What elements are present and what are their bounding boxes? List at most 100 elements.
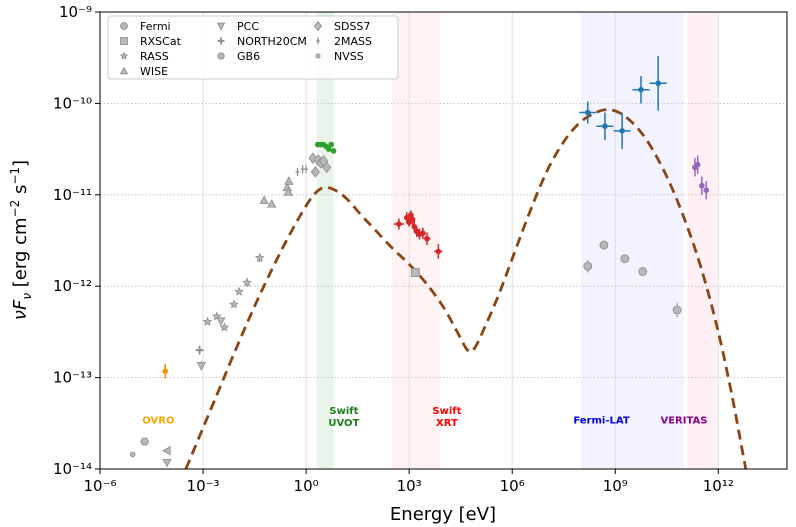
archival-point-wise-14 [259,195,269,204]
archival-point-2mass-19 [295,167,300,176]
model-curve [184,108,748,470]
plot-frame [99,11,788,470]
archival-point-fermi-33 [672,305,682,315]
legend-label-sdss7: SDSS7 [334,20,370,33]
model-line [184,108,748,470]
band-1 [391,12,441,469]
series-point-2-9 [424,235,430,242]
archival-point-pcc-10 [229,299,239,309]
y-tick-label-4: 10⁻¹⁰ [53,94,92,112]
legend-marker-sdss7 [313,20,323,32]
band-label-1-line-1: XRT [436,418,458,429]
legend-marker-2mass [316,37,320,45]
archival-point-fermi-29 [583,261,593,271]
legend-marker-pcc [216,22,226,31]
y-tick-label-3: 10⁻¹¹ [53,186,92,204]
archival-point-gb6-1 [140,437,150,446]
archival-point-pcc-3 [162,446,171,456]
archival-point-2mass-21 [304,165,309,174]
archival-points [129,152,682,468]
y-tick-label-5: 10⁻⁹ [59,3,92,21]
y-label-a: νF [10,299,31,320]
x-tick-label-6: 10¹² [703,477,734,495]
archival-point-sdss7-27 [322,161,332,174]
x-axis-ticks: 10⁻⁶ 10⁻³ 10⁰ 10³ 10⁶ 10⁹ 10¹² [83,469,734,495]
series-point-3-0 [584,109,591,116]
series-point-2-10 [435,248,442,255]
band-label-0-line-1: UVOT [328,418,359,429]
legend-marker-north20cm [217,37,225,45]
y-axis-label: νFν [erg cm−2 s−1] [8,160,34,320]
legend-marker-rass [119,51,129,60]
archival-point-pcc-9 [219,322,230,332]
legend-label-north20cm: NORTH20CM [237,35,307,48]
series-point-1-5 [328,141,334,148]
y-axis-ticks: 10⁻¹⁴ 10⁻¹³ 10⁻¹² 10⁻¹¹ 10⁻¹⁰ 10⁻⁹ [53,3,100,478]
legend-marker-fermi [120,22,128,30]
archival-point-wise-17 [283,187,293,196]
x-tick-label-4: 10⁶ [500,477,525,495]
archival-point-fermi-31 [620,254,630,264]
archival-point-fermi-32 [638,267,648,276]
y-label-d: ] [10,160,31,167]
series-point-1-6 [330,148,337,154]
series-point-4-1 [694,161,701,168]
legend-marker-gb6 [217,52,225,60]
series-point-4-3 [703,187,710,194]
series-point-2-1 [403,214,410,221]
x-axis-label: Energy [eV] [390,504,496,525]
band-0 [316,12,334,469]
series-point-3-2 [619,128,625,134]
archival-point-wise-18 [284,176,294,185]
energy-bands [316,12,719,469]
legend-label-gb6: GB6 [237,50,260,63]
legend-marker-nvss [315,53,321,59]
band-2 [580,12,684,469]
series-point-3-4 [655,80,661,87]
legend: Fermi PCC SDSS7 RXSCat NORTH20CM 2MASS RASS GB6… [107,15,399,80]
band-label-2-line-0: Fermi-LAT [573,415,629,426]
data-series [162,55,710,379]
archival-point-fermi-30 [599,240,609,250]
x-tick-label-2: 10⁰ [294,477,319,495]
series-point-2-5 [411,223,418,230]
legend-label-pcc: PCC [237,20,259,33]
y-label-sub: ν [20,293,34,300]
y-label-sup1: −2 [8,200,22,218]
x-tick-label-5: 10⁹ [603,477,628,495]
legend-label-fermi: Fermi [140,20,171,33]
legend-label-nvss: NVSS [334,50,364,63]
grid [100,12,787,469]
series-point-1-4 [325,146,332,152]
legend-label-wise: WISE [140,65,168,78]
band-3 [687,12,719,469]
x-tick-label-0: 10⁻⁶ [83,477,116,495]
archival-point-pcc-5 [196,362,207,371]
archival-point-pcc-2 [162,459,172,468]
archival-point-pcc-6 [202,316,213,326]
legend-marker-rxscat [120,37,128,45]
legend-label-2mass: 2MASS [334,35,372,48]
band-label-3-line-0: VERITAS [660,415,707,426]
x-tick-label-3: 10³ [397,477,422,495]
band-label-0-line-0: Swift [329,406,358,417]
y-tick-label-0: 10⁻¹⁴ [53,460,92,478]
archival-point-nvss-0 [129,451,136,458]
series-point-2-4 [409,216,416,223]
legend-marker-wise [119,66,129,75]
archival-point-wise-15 [267,199,277,208]
archival-point-rxscat-28 [410,268,420,277]
legend-box [107,15,399,80]
series-point-2-8 [420,230,426,236]
band-label-1-line-0: Swift [432,406,461,417]
archival-point-pcc-8 [216,317,226,326]
legend-label-rass: RASS [140,50,169,63]
y-label-sup2: −1 [8,167,22,185]
archival-point-sdss7-23 [310,166,320,178]
archival-point-2mass-20 [300,165,305,174]
y-tick-label-1: 10⁻¹³ [53,369,92,387]
legend-label-rxscat: RXSCat [140,35,182,48]
x-tick-label-1: 10⁻³ [187,477,220,495]
